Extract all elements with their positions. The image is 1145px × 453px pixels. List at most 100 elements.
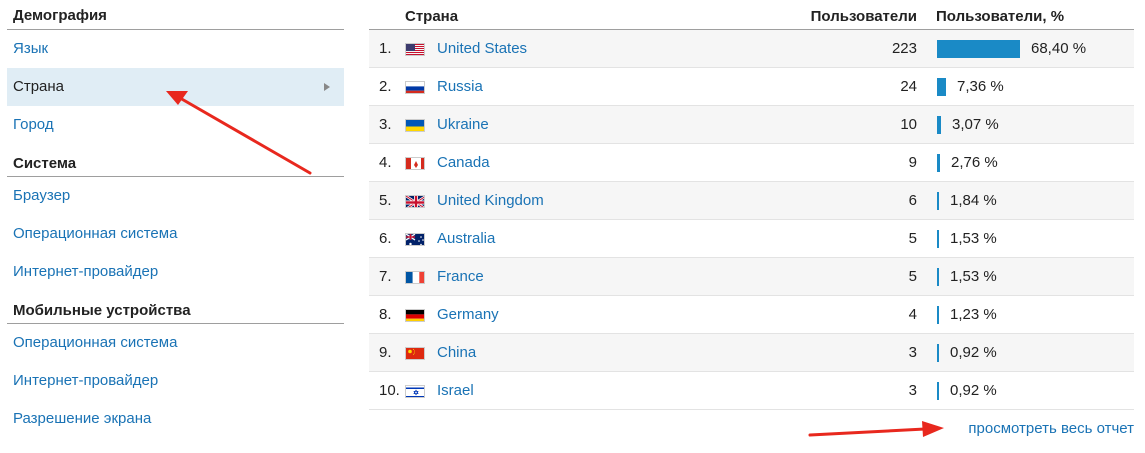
row-index: 9. bbox=[379, 344, 392, 361]
users-count: 223 bbox=[891, 40, 917, 57]
arrow-to-full-report bbox=[808, 421, 944, 437]
users-pct-bar bbox=[937, 40, 1020, 58]
fr-flag-icon bbox=[405, 271, 425, 284]
users-pct-bar bbox=[937, 116, 941, 134]
sidebar-item[interactable]: Интернет-провайдер bbox=[7, 362, 344, 400]
users-pct-value: 1,53 % bbox=[950, 230, 997, 247]
sidebar: Демография Язык Страна Город Система Браузер О… bbox=[7, 0, 344, 438]
full-report-link[interactable]: просмотреть весь отчет bbox=[968, 420, 1134, 437]
sidebar-section-title: Демография bbox=[7, 0, 344, 30]
sidebar-item-label: Язык bbox=[13, 40, 49, 57]
country-link[interactable]: Ukraine bbox=[437, 116, 489, 133]
users-count: 10 bbox=[900, 116, 917, 133]
table-row: 10. Israel 3 0,92 % bbox=[369, 372, 1134, 410]
users-pct-value: 3,07 % bbox=[952, 116, 999, 133]
table-row: 5. United Kingdom 6 1,84 % bbox=[369, 182, 1134, 220]
country-link[interactable]: Germany bbox=[437, 306, 499, 323]
row-index: 6. bbox=[379, 230, 392, 247]
row-index: 7. bbox=[379, 268, 392, 285]
users-pct-value: 0,92 % bbox=[950, 344, 997, 361]
country-table: Страна Пользователи Пользователи, % 1. Un… bbox=[369, 0, 1134, 410]
country-link[interactable]: Australia bbox=[437, 230, 496, 247]
de-flag-icon bbox=[405, 309, 425, 322]
users-pct-bar bbox=[937, 192, 939, 210]
users-pct-bar bbox=[937, 382, 939, 400]
sidebar-section-title: Мобильные устройства bbox=[7, 295, 344, 324]
row-index: 3. bbox=[379, 116, 392, 133]
il-flag-icon bbox=[405, 385, 425, 398]
users-pct-value: 68,40 % bbox=[1031, 40, 1087, 57]
sidebar-item[interactable]: Разрешение экрана bbox=[7, 400, 344, 438]
table-row: 9. China 3 0,92 % bbox=[369, 334, 1134, 372]
users-count: 5 bbox=[908, 268, 917, 285]
users-pct-value: 1,84 % bbox=[950, 192, 997, 209]
table-row: 6. Australia 5 1,53 % bbox=[369, 220, 1134, 258]
country-link[interactable]: China bbox=[437, 344, 477, 361]
users-pct-bar bbox=[937, 306, 939, 324]
column-header-users-pct: Пользователи, % bbox=[936, 8, 1065, 25]
ca-flag-icon bbox=[405, 157, 425, 170]
users-pct-value: 1,23 % bbox=[950, 306, 997, 323]
country-link[interactable]: Israel bbox=[437, 382, 474, 399]
ua-flag-icon bbox=[405, 119, 425, 132]
users-count: 3 bbox=[908, 344, 917, 361]
column-header-users: Пользователи bbox=[810, 8, 917, 25]
sidebar-item-label: Разрешение экрана bbox=[13, 410, 152, 427]
au-flag-icon bbox=[405, 233, 425, 246]
users-pct-bar bbox=[937, 268, 939, 286]
sidebar-item[interactable]: Интернет-провайдер bbox=[7, 253, 344, 291]
us-flag-icon bbox=[405, 43, 425, 56]
table-row: 3. Ukraine 10 3,07 % bbox=[369, 106, 1134, 144]
table-row: 8. Germany 4 1,23 % bbox=[369, 296, 1134, 334]
users-count: 3 bbox=[908, 382, 917, 399]
table-row: 4. Canada 9 2,76 % bbox=[369, 144, 1134, 182]
row-index: 2. bbox=[379, 78, 392, 95]
country-link[interactable]: United States bbox=[437, 40, 528, 57]
cn-flag-icon bbox=[405, 347, 425, 360]
users-pct-bar bbox=[937, 154, 940, 172]
users-count: 4 bbox=[908, 306, 917, 323]
users-count: 9 bbox=[908, 154, 917, 171]
table-header: Страна Пользователи Пользователи, % bbox=[369, 0, 1134, 30]
table-row: 1. United States 223 68,40 % bbox=[369, 30, 1134, 68]
row-index: 5. bbox=[379, 192, 392, 209]
sidebar-item[interactable]: Страна bbox=[7, 68, 344, 106]
country-link[interactable]: France bbox=[437, 268, 484, 285]
country-link[interactable]: Russia bbox=[437, 78, 483, 95]
sidebar-item[interactable]: Язык bbox=[7, 30, 344, 68]
users-count: 6 bbox=[908, 192, 917, 209]
column-header-country: Страна bbox=[405, 8, 459, 25]
gb-flag-icon bbox=[405, 195, 425, 208]
users-pct-bar bbox=[937, 344, 939, 362]
table-body: 1. United States 223 68,40 % 2. Russia 24 7,36 … bbox=[369, 30, 1134, 410]
sidebar-item-label: Страна bbox=[13, 78, 65, 95]
country-link[interactable]: United Kingdom bbox=[437, 192, 544, 209]
ru-flag-icon bbox=[405, 81, 425, 94]
sidebar-item[interactable]: Браузер bbox=[7, 177, 344, 215]
users-count: 5 bbox=[908, 230, 917, 247]
sidebar-item[interactable]: Операционная система bbox=[7, 215, 344, 253]
users-count: 24 bbox=[900, 78, 917, 95]
chevron-right-icon bbox=[324, 83, 330, 91]
sidebar-item-label: Операционная система bbox=[13, 225, 178, 242]
sidebar-item-label: Город bbox=[13, 116, 54, 133]
table-row: 2. Russia 24 7,36 % bbox=[369, 68, 1134, 106]
users-pct-bar bbox=[937, 78, 946, 96]
sidebar-item-label: Браузер bbox=[13, 187, 71, 204]
row-index: 8. bbox=[379, 306, 392, 323]
users-pct-value: 7,36 % bbox=[957, 78, 1004, 95]
users-pct-bar bbox=[937, 230, 939, 248]
sidebar-item-label: Интернет-провайдер bbox=[13, 263, 159, 280]
row-index: 4. bbox=[379, 154, 392, 171]
row-index: 1. bbox=[379, 40, 392, 57]
users-pct-value: 2,76 % bbox=[951, 154, 998, 171]
sidebar-item[interactable]: Операционная система bbox=[7, 324, 344, 362]
table-row: 7. France 5 1,53 % bbox=[369, 258, 1134, 296]
sidebar-item-label: Интернет-провайдер bbox=[13, 372, 159, 389]
sidebar-item[interactable]: Город bbox=[7, 106, 344, 144]
sidebar-item-label: Операционная система bbox=[13, 334, 178, 351]
country-link[interactable]: Canada bbox=[437, 154, 490, 171]
users-pct-value: 1,53 % bbox=[950, 268, 997, 285]
users-pct-value: 0,92 % bbox=[950, 382, 997, 399]
sidebar-section-title: Система bbox=[7, 148, 344, 177]
